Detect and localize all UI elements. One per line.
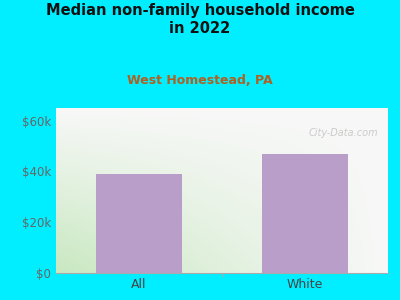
Text: Median non-family household income
in 2022: Median non-family household income in 20… (46, 3, 354, 36)
Bar (96, 174, 182, 273)
Text: City-Data.com: City-Data.com (308, 128, 378, 138)
Bar (262, 154, 348, 273)
Text: West Homestead, PA: West Homestead, PA (127, 74, 273, 86)
